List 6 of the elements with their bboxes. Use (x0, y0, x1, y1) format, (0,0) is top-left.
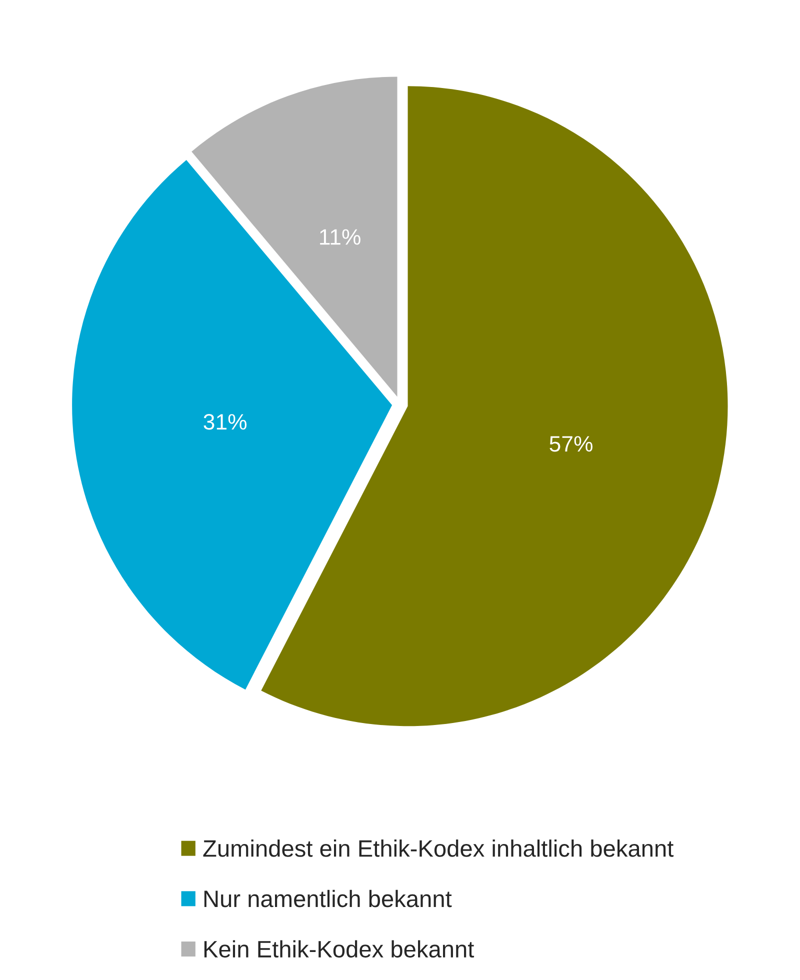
legend-label: Kein Ethik-Kodex bekannt (204, 940, 474, 958)
legend-label: Nur namentlich bekannt (204, 890, 452, 908)
data-label: 57% (550, 436, 592, 452)
legend-label: Zumindest ein Ethik-Kodex inhaltlich bekannt (203, 840, 674, 857)
data-label: 11% (320, 229, 360, 245)
data-label: 31% (204, 414, 247, 430)
